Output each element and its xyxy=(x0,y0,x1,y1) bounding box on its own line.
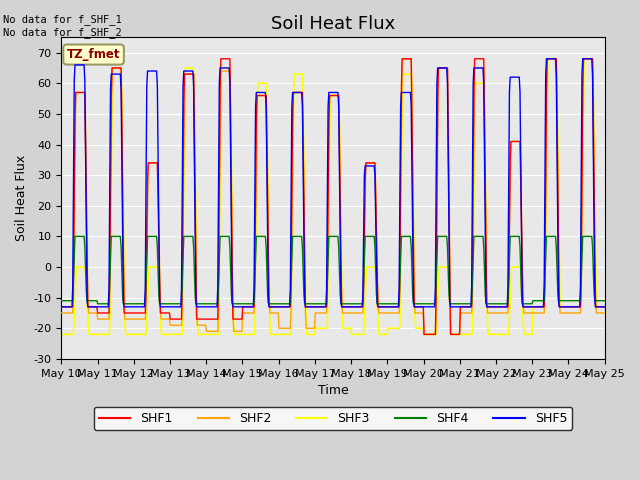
SHF2 xyxy=(420,332,428,337)
SHF4 xyxy=(125,301,132,307)
SHF3 xyxy=(67,332,75,337)
Text: No data for f_SHF_1
No data for f_SHF_2: No data for f_SHF_1 No data for f_SHF_2 xyxy=(3,14,122,38)
SHF3 xyxy=(601,304,609,310)
Title: Soil Heat Flux: Soil Heat Flux xyxy=(271,15,395,33)
SHF5 xyxy=(124,304,131,310)
SHF2 xyxy=(416,310,424,316)
SHF2 xyxy=(400,56,408,61)
SHF5 xyxy=(67,304,75,310)
SHF1 xyxy=(400,56,408,61)
SHF2 xyxy=(58,310,65,316)
SHF5 xyxy=(58,304,65,310)
Text: TZ_fmet: TZ_fmet xyxy=(67,48,120,61)
SHF4 xyxy=(180,233,188,239)
SHF5 xyxy=(207,304,215,310)
Line: SHF2: SHF2 xyxy=(61,59,605,335)
SHF2 xyxy=(601,310,609,316)
Line: SHF3: SHF3 xyxy=(61,59,605,335)
SHF2 xyxy=(399,56,407,61)
SHF3 xyxy=(58,332,65,337)
SHF4 xyxy=(94,301,102,307)
SHF2 xyxy=(179,303,186,309)
SHF1 xyxy=(179,274,186,279)
SHF1 xyxy=(420,332,428,337)
SHF3 xyxy=(124,332,131,337)
SHF2 xyxy=(67,310,75,316)
SHF2 xyxy=(207,328,215,334)
SHF4 xyxy=(209,301,216,307)
SHF4 xyxy=(601,298,609,303)
SHF3 xyxy=(544,56,552,61)
SHF5 xyxy=(399,90,407,96)
SHF5 xyxy=(415,304,422,310)
SHF5 xyxy=(543,56,550,61)
SHF4 xyxy=(401,233,408,239)
SHF4 xyxy=(67,298,75,303)
SHF4 xyxy=(417,301,424,307)
SHF1 xyxy=(207,316,215,322)
Line: SHF1: SHF1 xyxy=(61,59,605,335)
X-axis label: Time: Time xyxy=(317,384,348,397)
SHF2 xyxy=(124,316,131,322)
SHF1 xyxy=(67,304,75,310)
SHF1 xyxy=(601,304,609,310)
SHF3 xyxy=(415,325,422,331)
Line: SHF5: SHF5 xyxy=(61,59,605,307)
SHF1 xyxy=(416,304,424,310)
SHF1 xyxy=(58,304,65,310)
SHF1 xyxy=(124,310,131,316)
SHF5 xyxy=(601,304,609,310)
Y-axis label: Soil Heat Flux: Soil Heat Flux xyxy=(15,155,28,241)
SHF5 xyxy=(179,184,186,190)
SHF4 xyxy=(71,233,79,239)
SHF3 xyxy=(207,332,215,337)
SHF4 xyxy=(58,298,65,303)
SHF1 xyxy=(217,56,225,61)
SHF3 xyxy=(399,71,407,77)
Line: SHF4: SHF4 xyxy=(61,236,605,304)
Legend: SHF1, SHF2, SHF3, SHF4, SHF5: SHF1, SHF2, SHF3, SHF4, SHF5 xyxy=(94,407,572,430)
SHF3 xyxy=(179,330,186,336)
